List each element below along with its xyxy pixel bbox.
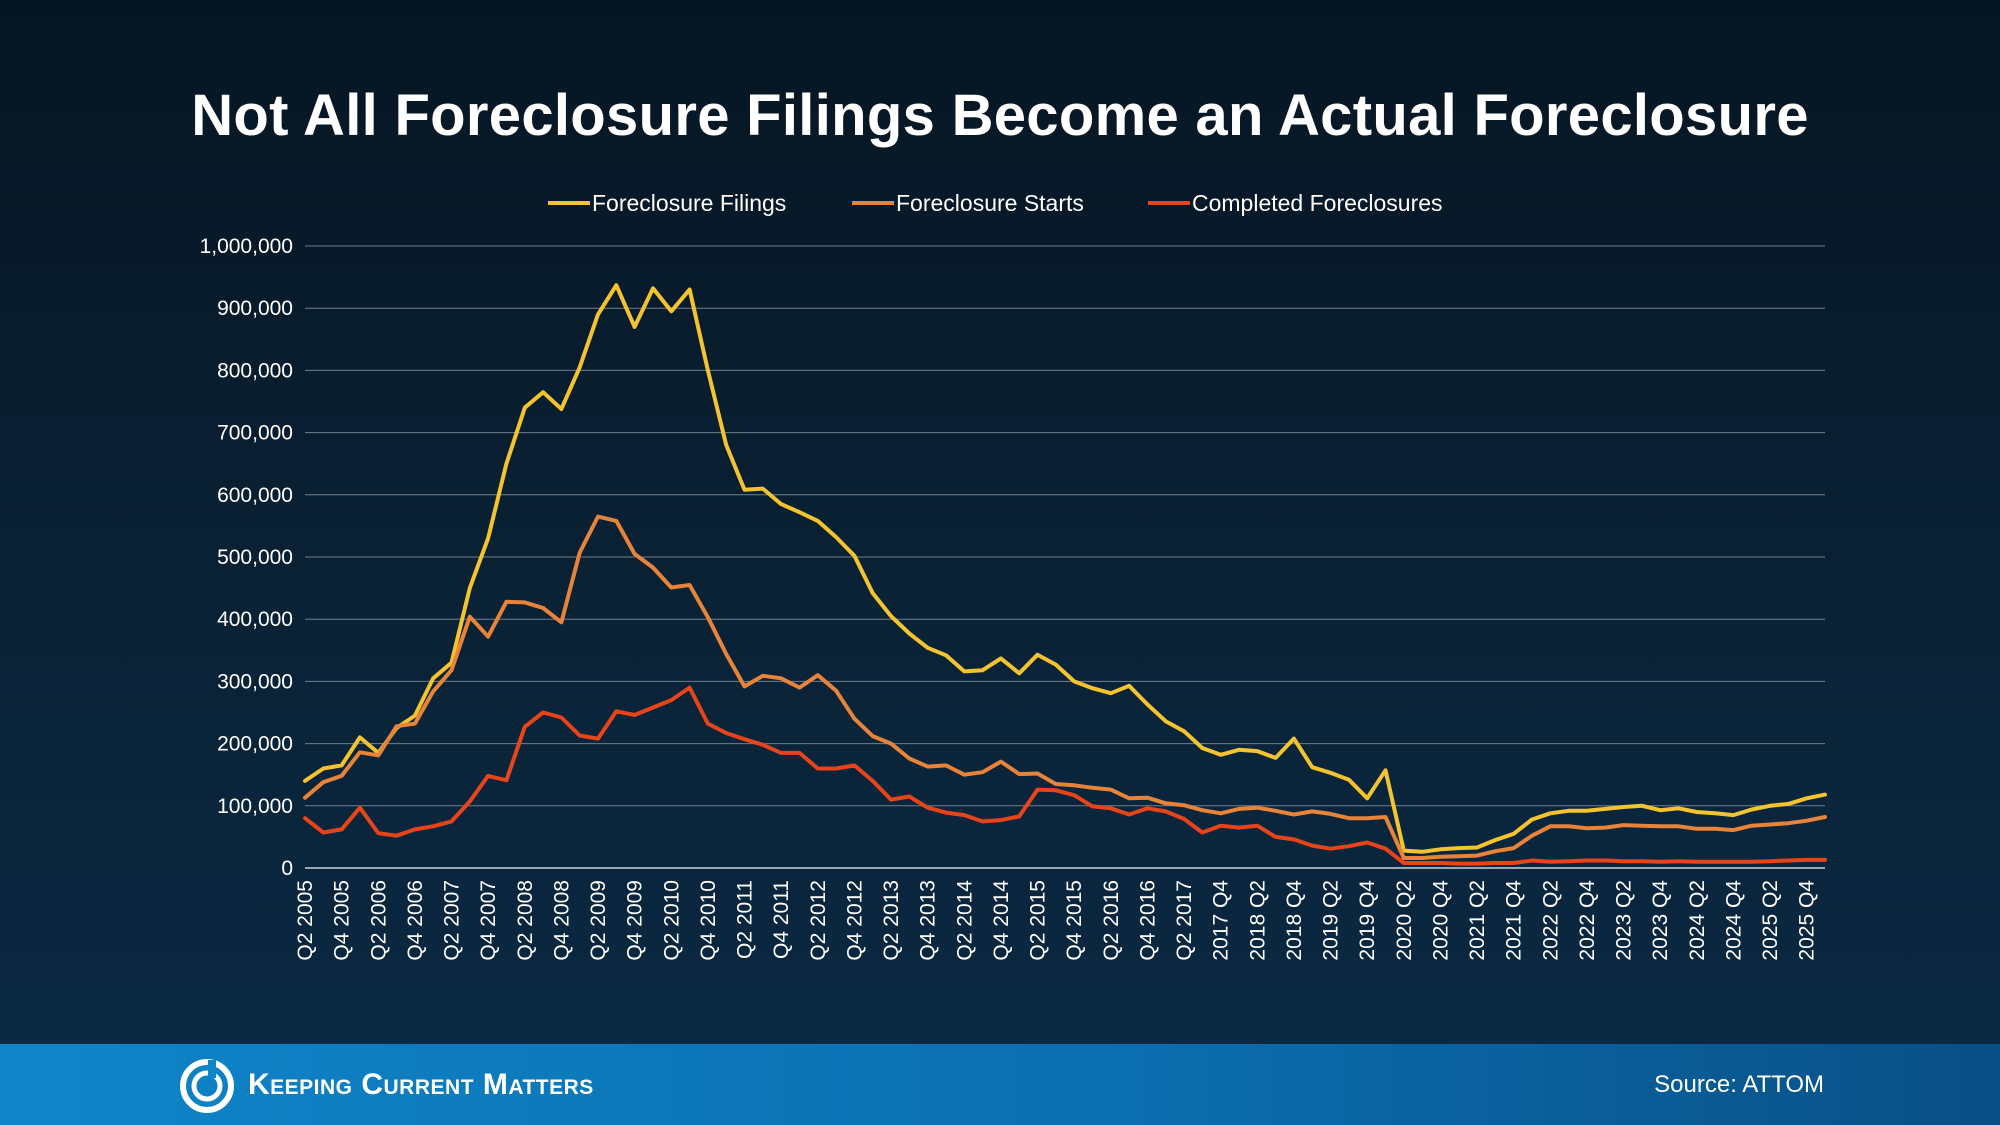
x-tick-label: Q4 2016 (1136, 880, 1159, 961)
x-tick-label: Q4 2010 (697, 880, 720, 961)
y-tick-label: 500,000 (217, 546, 293, 569)
y-tick-label: 1,000,000 (200, 235, 293, 258)
x-axis: Q2 2005 Q4 2005 Q2 2006 Q4 2006 Q2 2007 Q4 20… (294, 880, 1819, 961)
x-tick-label: Q2 2014 (953, 880, 976, 961)
x-tick-label: Q2 2016 (1100, 880, 1123, 961)
x-tick-label: 2025 Q2 (1759, 880, 1782, 961)
x-tick-label: Q2 2012 (807, 880, 830, 961)
legend-label: Foreclosure Filings (592, 190, 786, 216)
x-tick-label: 2023 Q2 (1613, 880, 1636, 961)
x-tick-label: Q2 2011 (734, 880, 757, 959)
x-tick-label: 2020 Q2 (1393, 880, 1416, 961)
x-tick-label: Q2 2010 (660, 880, 683, 961)
x-tick-label: 2023 Q4 (1649, 880, 1672, 961)
x-tick-label: Q4 2014 (990, 880, 1013, 961)
y-axis: 0 100,000 200,000 300,000 400,000 500,000 600,… (200, 235, 293, 880)
x-tick-label: Q4 2009 (624, 880, 647, 961)
legend-item: Completed Foreclosures (1148, 190, 1443, 216)
y-tick-label: 300,000 (217, 670, 293, 693)
legend-label: Foreclosure Starts (896, 190, 1084, 216)
x-tick-label: 2019 Q4 (1356, 880, 1379, 961)
x-tick-label: 2019 Q2 (1320, 880, 1343, 961)
x-tick-label: 2018 Q2 (1246, 880, 1269, 961)
y-tick-label: 800,000 (217, 359, 293, 382)
x-tick-label: Q2 2009 (587, 880, 610, 961)
x-tick-label: Q4 2007 (477, 880, 500, 961)
y-tick-label: 200,000 (217, 733, 293, 756)
x-tick-label: Q4 2008 (550, 880, 573, 961)
series-line-2 (303, 514, 1827, 860)
legend-label: Completed Foreclosures (1192, 190, 1443, 216)
line-chart: Foreclosure Filings Foreclosure Starts Com… (200, 190, 1827, 961)
chart-legend: Foreclosure Filings Foreclosure Starts Com… (548, 190, 1443, 216)
x-tick-label: 2018 Q4 (1283, 880, 1306, 961)
kcm-logo-icon (180, 1059, 234, 1113)
y-tick-label: 0 (281, 857, 293, 880)
x-tick-label: Q2 2006 (367, 880, 390, 961)
chart-series (303, 283, 1827, 866)
y-tick-label: 100,000 (217, 795, 293, 818)
brand-name: Keeping Current Matters (248, 1068, 594, 1101)
y-tick-label: 900,000 (217, 297, 293, 320)
x-tick-label: Q4 2005 (331, 880, 354, 961)
x-tick-label: Q2 2007 (441, 880, 464, 961)
x-tick-label: Q2 2017 (1173, 880, 1196, 961)
x-tick-label: 2024 Q2 (1686, 880, 1709, 961)
x-tick-label: 2017 Q4 (1210, 880, 1233, 961)
x-tick-label: Q4 2011 (770, 880, 793, 959)
x-tick-label: 2025 Q4 (1796, 880, 1819, 961)
x-tick-label: 2022 Q4 (1576, 880, 1599, 961)
x-tick-label: 2021 Q2 (1466, 880, 1489, 961)
page-title: Not All Foreclosure Filings Become an Ac… (191, 83, 1809, 148)
y-tick-label: 400,000 (217, 608, 293, 631)
x-tick-label: Q2 2013 (880, 880, 903, 961)
x-tick-label: Q2 2005 (294, 880, 317, 961)
x-tick-label: Q4 2013 (917, 880, 940, 961)
x-tick-label: 2020 Q4 (1429, 880, 1452, 961)
chart-gridlines (305, 245, 1825, 869)
legend-item: Foreclosure Filings (548, 190, 786, 216)
y-tick-label: 600,000 (217, 484, 293, 507)
x-tick-label: Q2 2008 (514, 880, 537, 961)
x-tick-label: Q4 2015 (1063, 880, 1086, 961)
x-tick-label: Q4 2006 (404, 880, 427, 961)
series-line-3 (303, 685, 1827, 866)
footer-bar: Keeping Current Matters Source: ATTOM (0, 1044, 2000, 1125)
y-tick-label: 700,000 (217, 422, 293, 445)
x-tick-label: Q2 2015 (1027, 880, 1050, 961)
source-label: Source: ATTOM (1654, 1071, 1824, 1098)
series-line-1 (303, 283, 1827, 854)
x-tick-label: 2022 Q2 (1539, 880, 1562, 961)
x-tick-label: 2024 Q4 (1722, 880, 1745, 961)
x-tick-label: Q4 2012 (843, 880, 866, 961)
legend-item: Foreclosure Starts (852, 190, 1084, 216)
x-tick-label: 2021 Q4 (1503, 880, 1526, 961)
